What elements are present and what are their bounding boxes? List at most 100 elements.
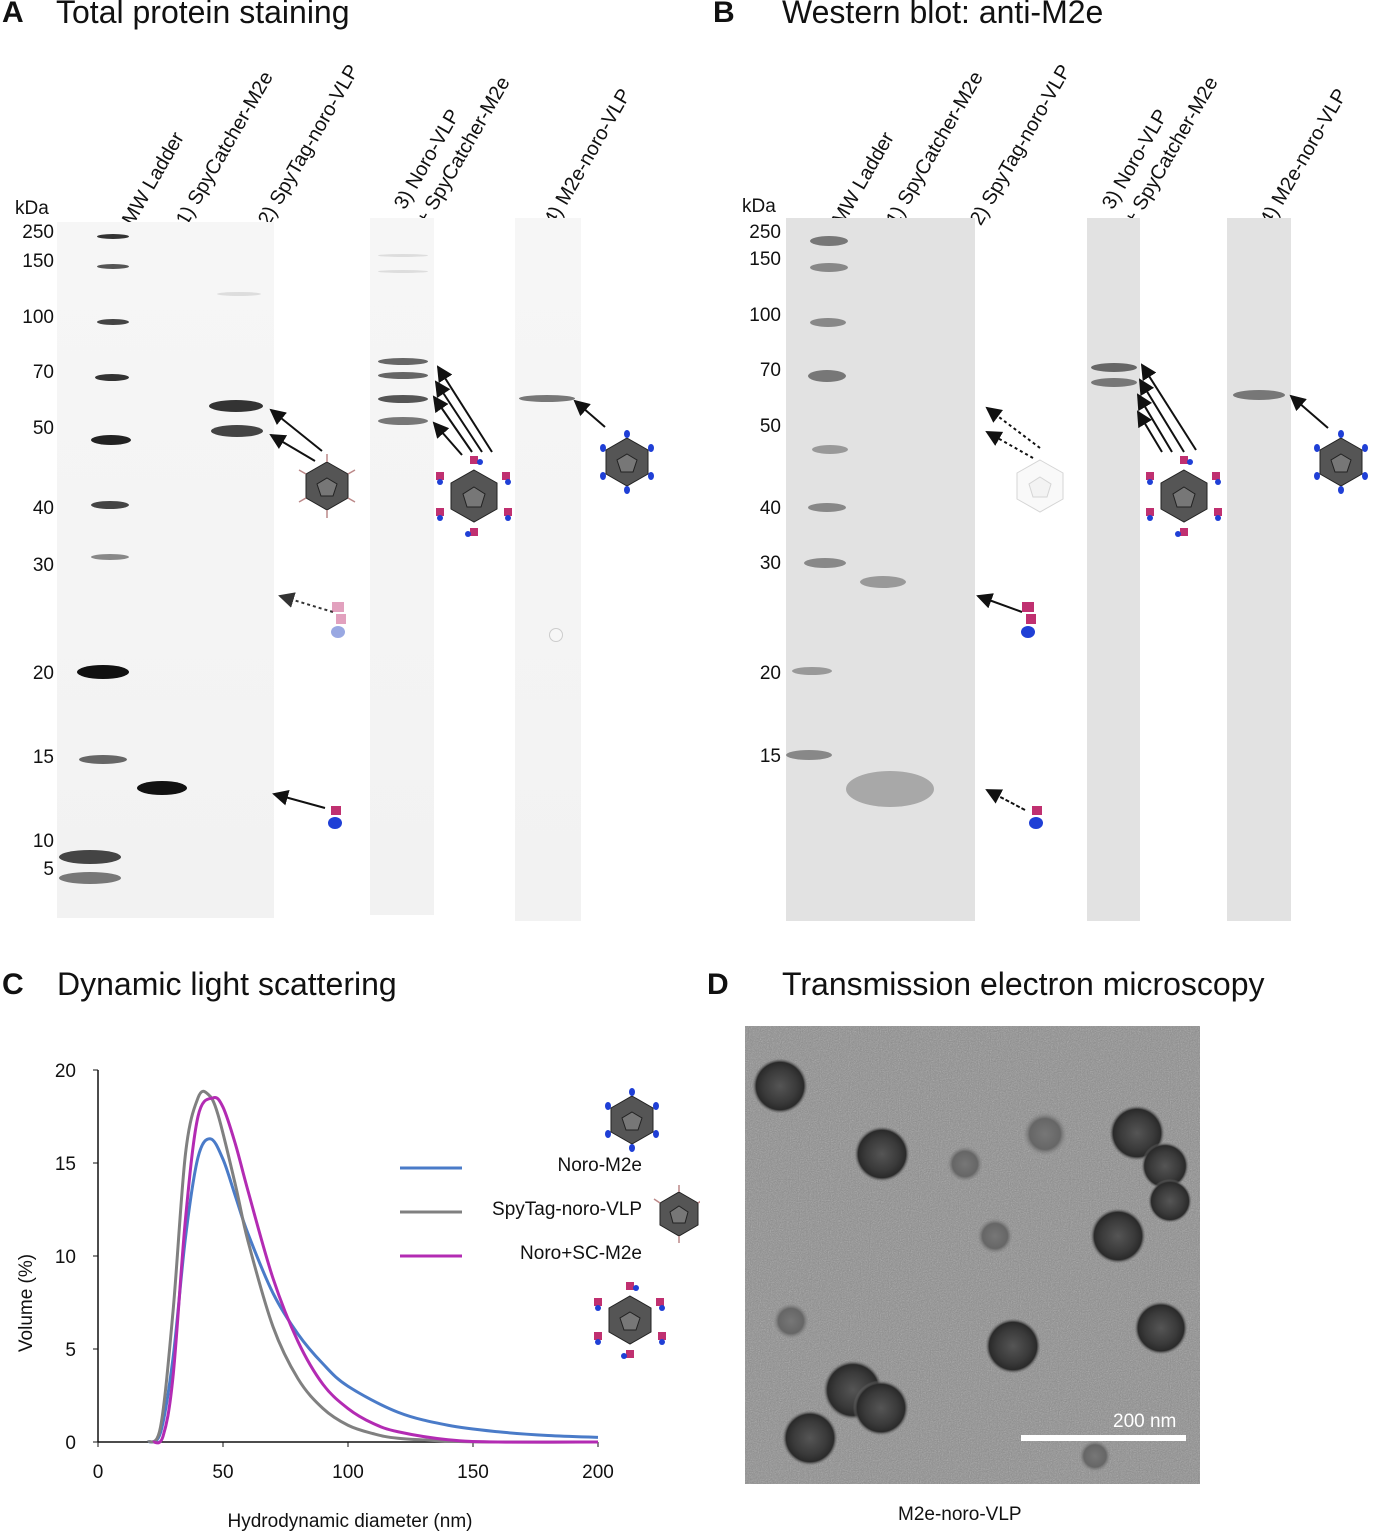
mw-marker: 15 <box>32 747 54 768</box>
mw-marker: 250 <box>749 222 781 243</box>
vlp-particle <box>1023 1112 1067 1156</box>
m2e-noro-vlp-icon <box>605 1088 659 1152</box>
noro-sc-m2e-vlp-icon <box>436 456 512 537</box>
spytag-vlp-faded-icon <box>1016 459 1064 513</box>
panel-c-title: Dynamic light scattering <box>57 966 397 1002</box>
x-tick-label: 0 <box>93 1462 104 1483</box>
dls-chart: 0 50 100 150 200 0 5 10 15 20 Hydrodynamic diamet… <box>16 1061 614 1532</box>
series-line-0 <box>147 1137 599 1444</box>
spycatcher-m2e-icon <box>1021 602 1036 638</box>
mw-marker: 250 <box>22 222 54 243</box>
arrow <box>436 365 493 453</box>
arrow <box>985 406 1041 449</box>
sample-band <box>860 576 906 588</box>
vlp-particle <box>854 1126 910 1182</box>
vlp-particle <box>1141 1142 1189 1190</box>
legend-label-noro-m2e: Noro-M2e <box>557 1155 642 1176</box>
x-tick-label: 50 <box>212 1462 233 1483</box>
sample-band <box>519 395 575 402</box>
mw-marker: 50 <box>759 416 781 437</box>
vlp-particle <box>1148 1179 1192 1223</box>
panel-a-letter: A <box>2 0 24 29</box>
ladder-band <box>91 554 129 560</box>
mw-marker: 15 <box>759 746 781 767</box>
mw-marker: 20 <box>759 663 781 684</box>
x-tick-label: 100 <box>332 1462 364 1483</box>
arrow <box>278 592 334 613</box>
tem-caption: M2e-noro-VLP <box>898 1504 1022 1525</box>
gel-strip-a1 <box>57 222 274 918</box>
series-line-2 <box>152 1096 599 1445</box>
ladder-band <box>786 750 832 760</box>
arrow <box>985 789 1026 811</box>
gel-strip-a3 <box>370 218 434 915</box>
ladder-band <box>808 503 846 512</box>
sample-band <box>378 270 428 273</box>
vlp-particle <box>853 1380 909 1436</box>
sample-band <box>211 425 263 437</box>
ladder-band <box>812 445 848 454</box>
sample-band <box>1233 390 1285 400</box>
sample-band <box>378 358 428 365</box>
sample-band <box>217 292 261 296</box>
arrow <box>1138 378 1185 453</box>
spycatcher-m2e-faded-icon <box>331 602 346 638</box>
mw-marker: 150 <box>749 249 781 270</box>
mw-marker: 100 <box>22 307 54 328</box>
mw-marker: 40 <box>32 498 54 519</box>
arrow <box>1289 394 1329 429</box>
sample-band <box>209 400 263 412</box>
sample-band <box>378 254 428 257</box>
arrow <box>573 399 606 428</box>
vlp-particle <box>1134 1301 1188 1355</box>
y-tick-label: 15 <box>55 1154 76 1175</box>
tem-micrograph <box>745 1026 1200 1484</box>
m2e-noro-vlp-icon <box>600 430 654 494</box>
blot-strip-b1 <box>786 218 975 921</box>
x-axis-label: Hydrodynamic diameter (nm) <box>228 1511 473 1532</box>
blot-strip-b4 <box>1227 218 1291 921</box>
ladder-band <box>808 370 846 382</box>
scale-bar <box>1021 1435 1186 1441</box>
mw-marker: 30 <box>759 553 781 574</box>
mw-marker: 70 <box>32 362 54 383</box>
spycatcher-m2e-icon <box>328 806 342 829</box>
ladder-band <box>97 234 129 239</box>
arrow <box>272 789 326 809</box>
series-line-1 <box>146 1089 599 1444</box>
y-tick-label: 10 <box>55 1247 76 1268</box>
ladder-band <box>810 263 848 272</box>
arrow <box>432 395 473 453</box>
arrow <box>1136 393 1173 453</box>
m2e-noro-vlp-icon <box>1314 430 1368 494</box>
sample-band <box>137 781 187 795</box>
noro-sc-m2e-vlp-icon <box>1146 456 1222 537</box>
mw-marker: 50 <box>32 418 54 439</box>
mw-marker: 20 <box>32 663 54 684</box>
arrow <box>432 421 463 456</box>
ladder-band <box>79 755 127 764</box>
ladder-band <box>97 264 129 269</box>
sample-band <box>378 395 428 403</box>
mw-marker: 40 <box>759 498 781 519</box>
y-tick-label: 5 <box>65 1340 76 1361</box>
chart-axes: 0 50 100 150 200 0 5 10 15 20 <box>55 1061 614 1483</box>
mw-marker: 30 <box>32 555 54 576</box>
vlp-particle <box>1090 1208 1146 1264</box>
mw-marker: 70 <box>759 360 781 381</box>
blot-strip-b3 <box>1087 218 1140 921</box>
legend-label-noro-sc: Noro+SC-M2e <box>520 1243 642 1264</box>
sample-band <box>1091 363 1137 372</box>
panel-a-annotations <box>269 365 654 829</box>
panel-b-annotations <box>976 363 1368 829</box>
arrow <box>985 431 1034 459</box>
panel-a-kda-label: kDa <box>15 198 49 219</box>
sample-band <box>549 628 563 642</box>
mw-marker: 5 <box>43 859 54 880</box>
panel-d-letter: D <box>707 968 729 1001</box>
legend-icons <box>594 1088 700 1359</box>
ladder-band <box>804 558 846 568</box>
gel-strip-a4 <box>515 218 581 921</box>
scale-bar-label: 200 nm <box>1113 1411 1177 1432</box>
ladder-band <box>77 665 129 679</box>
